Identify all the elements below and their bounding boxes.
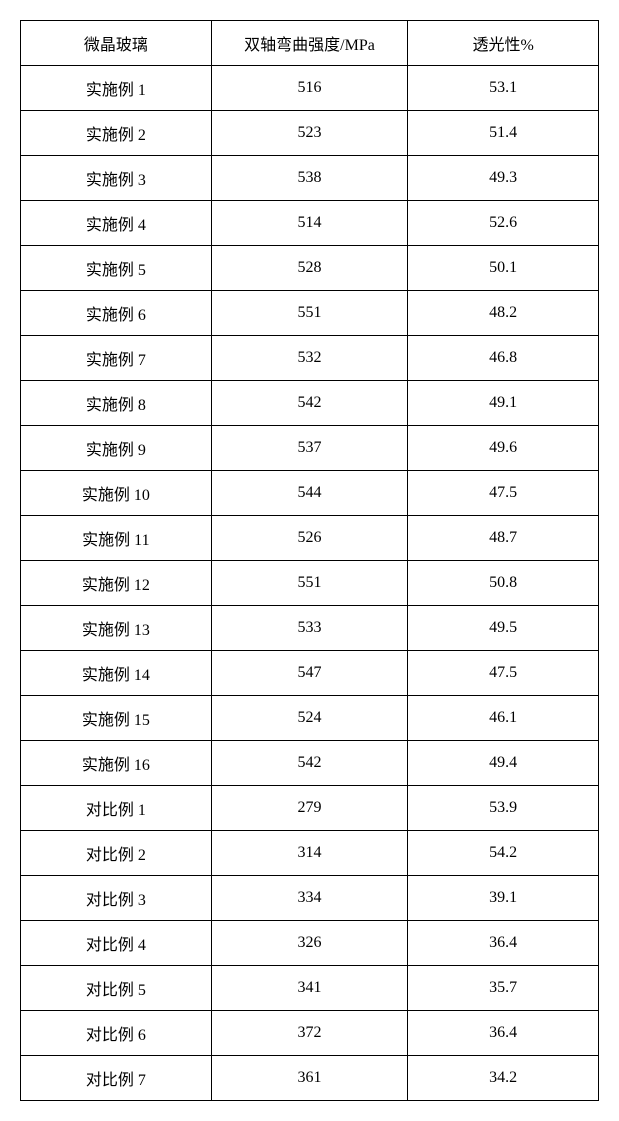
- cell-name: 实施例 16: [21, 741, 212, 786]
- cell-name: 实施例 1: [21, 66, 212, 111]
- cell-transparency: 49.5: [408, 606, 599, 651]
- cell-strength: 537: [211, 426, 408, 471]
- table-row: 实施例 1552446.1: [21, 696, 599, 741]
- cell-strength: 279: [211, 786, 408, 831]
- table-row: 实施例 552850.1: [21, 246, 599, 291]
- cell-name: 实施例 5: [21, 246, 212, 291]
- cell-transparency: 36.4: [408, 921, 599, 966]
- cell-name: 对比例 3: [21, 876, 212, 921]
- cell-strength: 326: [211, 921, 408, 966]
- cell-strength: 334: [211, 876, 408, 921]
- table-row: 实施例 1152648.7: [21, 516, 599, 561]
- cell-strength: 532: [211, 336, 408, 381]
- table-row: 对比例 736134.2: [21, 1056, 599, 1101]
- cell-transparency: 47.5: [408, 651, 599, 696]
- table-row: 对比例 432636.4: [21, 921, 599, 966]
- cell-name: 实施例 8: [21, 381, 212, 426]
- table-row: 实施例 1353349.5: [21, 606, 599, 651]
- cell-transparency: 49.3: [408, 156, 599, 201]
- cell-strength: 551: [211, 561, 408, 606]
- cell-strength: 526: [211, 516, 408, 561]
- cell-transparency: 49.4: [408, 741, 599, 786]
- cell-name: 对比例 1: [21, 786, 212, 831]
- cell-name: 实施例 12: [21, 561, 212, 606]
- cell-transparency: 47.5: [408, 471, 599, 516]
- table-row: 实施例 353849.3: [21, 156, 599, 201]
- cell-strength: 551: [211, 291, 408, 336]
- cell-transparency: 51.4: [408, 111, 599, 156]
- cell-strength: 314: [211, 831, 408, 876]
- cell-transparency: 49.1: [408, 381, 599, 426]
- cell-name: 实施例 10: [21, 471, 212, 516]
- cell-name: 实施例 9: [21, 426, 212, 471]
- cell-transparency: 50.1: [408, 246, 599, 291]
- cell-strength: 542: [211, 381, 408, 426]
- cell-transparency: 48.2: [408, 291, 599, 336]
- cell-transparency: 36.4: [408, 1011, 599, 1056]
- cell-transparency: 52.6: [408, 201, 599, 246]
- cell-strength: 361: [211, 1056, 408, 1101]
- cell-transparency: 50.8: [408, 561, 599, 606]
- table-row: 对比例 333439.1: [21, 876, 599, 921]
- cell-name: 实施例 15: [21, 696, 212, 741]
- cell-transparency: 48.7: [408, 516, 599, 561]
- cell-transparency: 39.1: [408, 876, 599, 921]
- cell-transparency: 46.8: [408, 336, 599, 381]
- cell-name: 实施例 14: [21, 651, 212, 696]
- cell-strength: 542: [211, 741, 408, 786]
- cell-transparency: 34.2: [408, 1056, 599, 1101]
- table-row: 实施例 1654249.4: [21, 741, 599, 786]
- cell-strength: 514: [211, 201, 408, 246]
- table-row: 对比例 127953.9: [21, 786, 599, 831]
- cell-transparency: 53.1: [408, 66, 599, 111]
- header-cell-strength: 双轴弯曲强度/MPa: [211, 21, 408, 66]
- cell-strength: 524: [211, 696, 408, 741]
- cell-transparency: 46.1: [408, 696, 599, 741]
- cell-name: 实施例 11: [21, 516, 212, 561]
- table-row: 实施例 151653.1: [21, 66, 599, 111]
- cell-name: 对比例 7: [21, 1056, 212, 1101]
- cell-strength: 372: [211, 1011, 408, 1056]
- table-row: 实施例 953749.6: [21, 426, 599, 471]
- cell-name: 实施例 6: [21, 291, 212, 336]
- cell-transparency: 35.7: [408, 966, 599, 1011]
- cell-strength: 547: [211, 651, 408, 696]
- header-cell-transparency: 透光性%: [408, 21, 599, 66]
- table-row: 实施例 854249.1: [21, 381, 599, 426]
- cell-strength: 516: [211, 66, 408, 111]
- cell-name: 对比例 4: [21, 921, 212, 966]
- table-header: 微晶玻璃 双轴弯曲强度/MPa 透光性%: [21, 21, 599, 66]
- cell-name: 对比例 5: [21, 966, 212, 1011]
- table-row: 实施例 1454747.5: [21, 651, 599, 696]
- table-body: 实施例 151653.1 实施例 252351.4 实施例 353849.3 实…: [21, 66, 599, 1101]
- cell-strength: 538: [211, 156, 408, 201]
- table-row: 实施例 753246.8: [21, 336, 599, 381]
- cell-name: 实施例 4: [21, 201, 212, 246]
- header-row: 微晶玻璃 双轴弯曲强度/MPa 透光性%: [21, 21, 599, 66]
- cell-strength: 533: [211, 606, 408, 651]
- table-row: 实施例 451452.6: [21, 201, 599, 246]
- cell-transparency: 54.2: [408, 831, 599, 876]
- cell-strength: 523: [211, 111, 408, 156]
- data-table: 微晶玻璃 双轴弯曲强度/MPa 透光性% 实施例 151653.1 实施例 25…: [20, 20, 599, 1101]
- cell-name: 实施例 13: [21, 606, 212, 651]
- cell-strength: 341: [211, 966, 408, 1011]
- cell-name: 对比例 6: [21, 1011, 212, 1056]
- cell-name: 对比例 2: [21, 831, 212, 876]
- table-row: 对比例 637236.4: [21, 1011, 599, 1056]
- table-row: 对比例 534135.7: [21, 966, 599, 1011]
- cell-strength: 528: [211, 246, 408, 291]
- cell-name: 实施例 2: [21, 111, 212, 156]
- cell-transparency: 53.9: [408, 786, 599, 831]
- table-row: 实施例 1255150.8: [21, 561, 599, 606]
- table-row: 实施例 1054447.5: [21, 471, 599, 516]
- cell-name: 实施例 3: [21, 156, 212, 201]
- table-row: 实施例 252351.4: [21, 111, 599, 156]
- table-row: 实施例 655148.2: [21, 291, 599, 336]
- cell-transparency: 49.6: [408, 426, 599, 471]
- cell-strength: 544: [211, 471, 408, 516]
- cell-name: 实施例 7: [21, 336, 212, 381]
- header-cell-name: 微晶玻璃: [21, 21, 212, 66]
- table-row: 对比例 231454.2: [21, 831, 599, 876]
